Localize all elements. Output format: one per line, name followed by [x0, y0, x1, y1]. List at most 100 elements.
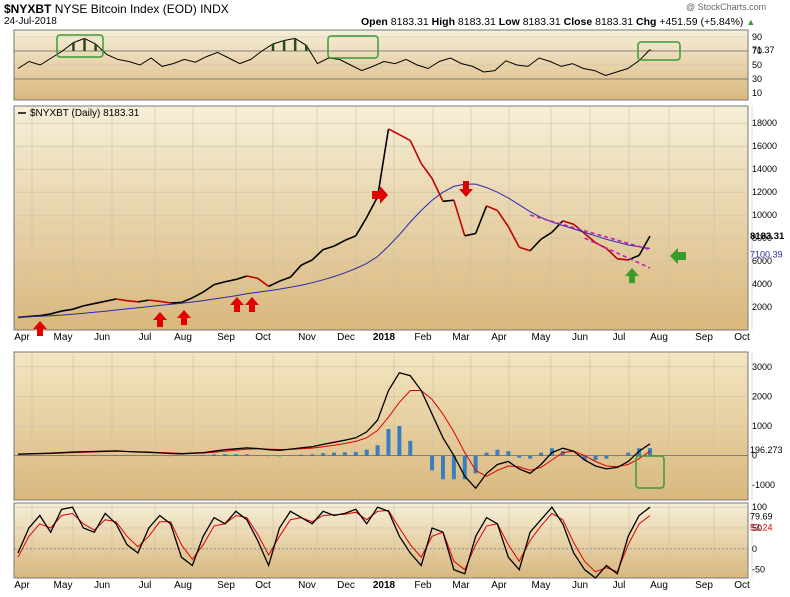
red-up-arrow: [153, 312, 167, 327]
x-tick-label: Oct: [255, 332, 271, 343]
price-segment: [39, 313, 51, 317]
price-segment: [300, 259, 313, 266]
price-segment: [507, 226, 520, 248]
x-tick-label: Mar: [452, 332, 470, 343]
price-segment: [562, 220, 574, 226]
price-segment: [474, 205, 488, 234]
open-label: Open: [361, 16, 388, 28]
green-up-arrow: [625, 268, 639, 283]
price-segment: [333, 239, 346, 247]
x-tick-label: Oct: [734, 332, 750, 343]
red-down-arrow: [459, 181, 473, 197]
price-segment: [246, 275, 258, 280]
y-tick-label: 4000: [752, 279, 772, 289]
histogram-bar: [430, 455, 435, 471]
histogram-bar: [517, 455, 522, 458]
price-segment: [365, 196, 379, 218]
x-tick-label: Dec: [337, 580, 355, 591]
price-segment: [105, 298, 117, 303]
histogram-bar: [626, 452, 631, 456]
histogram-bar: [233, 454, 238, 456]
histogram-bar: [321, 453, 326, 456]
x-tick-label: Mar: [452, 580, 470, 591]
histogram-bar: [266, 455, 271, 457]
histogram-bar: [277, 455, 282, 457]
histogram-bar: [310, 454, 315, 456]
red-up-arrow: [245, 297, 259, 312]
histogram-bar: [648, 448, 652, 456]
y-tick-label: 6000: [752, 256, 772, 266]
price-segment: [464, 232, 476, 237]
price-segment: [388, 128, 400, 136]
price-segment: [638, 235, 651, 256]
price-segment: [376, 128, 390, 197]
histogram-bar: [440, 455, 445, 480]
highlight-box: [635, 455, 665, 489]
panel-price: [13, 105, 749, 331]
macd-current-label: 196.273: [750, 445, 783, 455]
chart-date: 24-Jul-2018: [4, 16, 57, 27]
price-segment: [529, 238, 542, 252]
price-segment: [617, 257, 629, 261]
histogram-bar: [582, 455, 587, 461]
histogram-bar: [615, 455, 620, 457]
y-tick-label: 70: [752, 46, 762, 56]
x-tick-label: Apr: [491, 332, 507, 343]
histogram-bar: [342, 452, 347, 456]
y-tick-label: 16000: [752, 141, 777, 151]
price-segment: [399, 134, 411, 142]
price-segment: [213, 280, 226, 286]
y-tick-label: 10000: [752, 210, 777, 220]
x-tick-label: Apr: [491, 580, 507, 591]
price-segment: [137, 299, 149, 303]
y-tick-label: 50: [752, 523, 762, 533]
high-label: High: [431, 16, 455, 28]
y-tick-label: 50: [752, 60, 762, 70]
price-legend: $NYXBT (Daily) 8183.31: [30, 108, 140, 119]
histogram-bar: [375, 445, 380, 456]
price-segment: [584, 232, 597, 244]
y-tick-label: 3000: [752, 362, 772, 372]
x-tick-label: Dec: [337, 332, 355, 343]
histogram-bar: [484, 452, 489, 456]
price-segment: [83, 302, 95, 307]
y-tick-label: 0: [752, 451, 757, 461]
price-segment: [496, 210, 510, 228]
x-tick-label: Aug: [174, 580, 192, 591]
price-segment: [115, 298, 128, 302]
x-tick-label: Aug: [650, 332, 668, 343]
chg-value: +451.59 (+5.84%): [659, 16, 744, 28]
x-tick-label: Aug: [174, 332, 192, 343]
price-segment: [409, 140, 422, 164]
x-tick-label: 2018: [373, 332, 396, 343]
price-segment: [289, 264, 302, 278]
x-tick-label: Feb: [414, 332, 432, 343]
price-segment: [126, 299, 138, 303]
price-segment: [355, 217, 368, 237]
y-tick-label: -1000: [752, 480, 775, 490]
price-segment: [191, 291, 204, 299]
histogram-bar: [462, 455, 467, 480]
y-tick-label: 2000: [752, 391, 772, 401]
x-tick-label: May: [532, 332, 551, 343]
histogram-bar: [353, 452, 358, 456]
price-segment: [148, 299, 160, 303]
x-tick-label: Jun: [94, 580, 110, 591]
x-tick-label: Sep: [217, 332, 235, 343]
x-tick-label: Jul: [613, 580, 626, 591]
price-segment: [235, 275, 248, 281]
price-segment: [224, 278, 237, 283]
price-segment: [279, 276, 291, 282]
price-segment: [72, 305, 84, 311]
open-value: 8183.31: [390, 16, 429, 28]
x-tick-label: Oct: [255, 580, 271, 591]
price-segment: [311, 249, 324, 261]
histogram-bar: [593, 455, 598, 461]
price-segment: [94, 300, 106, 305]
x-tick-label: Jul: [139, 580, 152, 591]
histogram-bar: [364, 449, 369, 456]
trend-line-lower: [584, 237, 651, 269]
red-right-arrow: [372, 186, 388, 204]
price-segment: [344, 235, 357, 242]
